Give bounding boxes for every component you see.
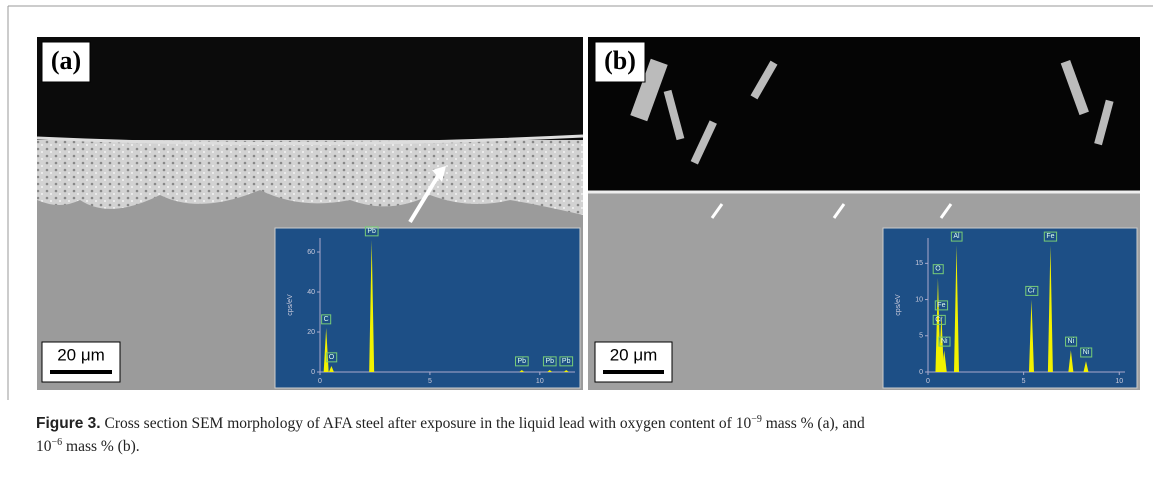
- caption: Figure 3. Cross section SEM morphology o…: [36, 410, 1136, 456]
- peak-label: Al: [953, 233, 960, 240]
- peak-label: Ni: [941, 338, 948, 345]
- peak-label: Pb: [562, 358, 571, 365]
- spectrum-background: [275, 228, 580, 388]
- y-tick-label: 0: [919, 369, 923, 376]
- peak-label: Cr: [1028, 287, 1036, 294]
- peak-label: Fe: [1046, 233, 1054, 240]
- scale-bar: [50, 370, 112, 374]
- spectrum-background: [883, 228, 1137, 388]
- panel-label: (b): [604, 46, 636, 75]
- peak-label: Cr: [935, 316, 943, 323]
- y-tick-label: 5: [919, 333, 923, 340]
- caption-exponent: −6: [52, 437, 63, 448]
- peak-label: Ni: [1083, 349, 1090, 356]
- caption-text: mass % (a), and: [762, 415, 865, 432]
- peak-label: Pb: [545, 358, 554, 365]
- caption-label: Figure 3.: [36, 415, 101, 432]
- spectrum-y-label: cps/eV: [287, 294, 294, 316]
- spectrum-y-label: cps/eV: [895, 294, 902, 316]
- panel-label: (a): [51, 46, 81, 75]
- figure: (a) 20 μm cps/eV 0 20 40 60 0 5 10 C O Pb Pb Pb Pb (b) 20…: [0, 0, 1153, 400]
- caption-exponent: −9: [751, 414, 762, 425]
- peak-label: Pb: [367, 228, 376, 235]
- caption-text: Cross section SEM morphology of AFA stee…: [104, 415, 751, 432]
- y-tick-label: 20: [307, 329, 315, 336]
- x-tick-label: 10: [1115, 378, 1123, 385]
- scale-bar-label: 20 μm: [610, 345, 658, 364]
- peak-label: Pb: [518, 358, 527, 365]
- peak-label: O: [329, 354, 335, 361]
- caption-text: 10: [36, 438, 52, 455]
- peak-label: Ni: [1068, 338, 1075, 345]
- y-tick-label: 40: [307, 289, 315, 296]
- scale-bar-label: 20 μm: [57, 345, 105, 364]
- x-tick-label: 5: [428, 378, 432, 385]
- y-tick-label: 10: [915, 296, 923, 303]
- x-tick-label: 0: [926, 378, 930, 385]
- page: (a) 20 μm cps/eV 0 20 40 60 0 5 10 C O Pb Pb Pb Pb (b) 20…: [0, 0, 1153, 481]
- x-tick-label: 10: [536, 378, 544, 385]
- y-tick-label: 0: [311, 369, 315, 376]
- peak-label: C: [324, 316, 329, 323]
- peak-label: Fe: [937, 302, 945, 309]
- x-tick-label: 0: [318, 378, 322, 385]
- x-tick-label: 5: [1022, 378, 1026, 385]
- y-tick-label: 15: [915, 260, 923, 267]
- scale-bar: [603, 370, 664, 374]
- y-tick-label: 60: [307, 249, 315, 256]
- caption-text: mass % (b).: [62, 438, 140, 455]
- peak-label: O: [935, 266, 941, 273]
